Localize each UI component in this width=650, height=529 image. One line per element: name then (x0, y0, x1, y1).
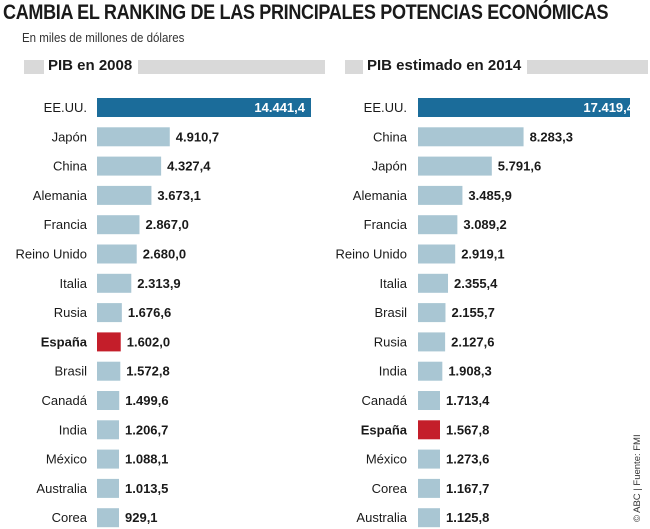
bar-2014-bar (418, 303, 446, 323)
bar-2008-bar (97, 185, 152, 205)
bar-2014-value-label: 1.713,4 (446, 393, 490, 408)
bar-2014-bar (418, 185, 463, 205)
bar-2008-value-label: 1.088,1 (125, 452, 168, 467)
bar-2008-category-label: Corea (52, 510, 88, 525)
bar-2008-bar (97, 361, 121, 381)
bar-2014-category-label: EE.UU. (364, 100, 407, 115)
page-subtitle: En miles de millones de dólares (22, 31, 185, 45)
bar-2008-category-label: Canadá (41, 393, 87, 408)
bar-2014-category-label: Corea (372, 481, 408, 496)
bar-2008-value-label: 2.313,9 (137, 276, 180, 291)
bar-2008-bar (97, 215, 140, 235)
bar-chart-2008: EE.UU. 14.441,4 Japón 4.910,7 China 4.327,4 Al… (15, 98, 311, 528)
bar-2014-bar (418, 449, 440, 469)
bar-2008-category-label: España (41, 334, 88, 349)
bar-2008-category-label: Italia (60, 276, 88, 291)
bar-2014-bar (418, 244, 456, 264)
bar-2014-category-label: Canadá (361, 393, 407, 408)
bar-2014-category-label: Japón (372, 159, 407, 174)
bar-2014-category-label: España (361, 422, 408, 437)
bar-2014-value-label: 1.273,6 (446, 452, 489, 467)
bar-2008-category-label: Alemania (33, 188, 88, 203)
source-note: © ABC | Fuente: FMI (632, 434, 643, 522)
bar-2008-value-label: 929,1 (125, 510, 158, 525)
bar-2014-value-label: 2.155,7 (451, 305, 494, 320)
bar-chart-2014: EE.UU. 17.419,4 China 8.283,3 Japón 5.791,6 Al… (335, 98, 630, 528)
bar-2008-bar (97, 127, 170, 147)
bar-2014-value-label: 2.127,6 (451, 334, 494, 349)
bar-2014-value-label: 1.167,7 (446, 481, 489, 496)
bar-2008-value-label: 1.572,8 (126, 364, 169, 379)
bar-2014-value-label: 2.355,4 (454, 276, 498, 291)
bar-2008-bar (97, 98, 311, 117)
panel-header-2008: PIB en 2008 (24, 57, 325, 75)
bar-2008-value-label: 2.867,0 (145, 217, 188, 232)
bar-2014-value-label: 8.283,3 (530, 129, 573, 144)
bar-2008-category-label: México (46, 452, 87, 467)
bar-2008-value-label: 1.602,0 (127, 334, 170, 349)
bar-2008-bar (97, 156, 162, 176)
bar-2014-category-label: Brasil (374, 305, 407, 320)
bar-2014-bar (418, 332, 446, 352)
bar-2008-bar (97, 332, 121, 352)
bar-2014-value-label: 5.791,6 (498, 159, 541, 174)
bar-2008-bar (97, 449, 119, 469)
bar-2008-value-label: 14.441,4 (254, 100, 305, 115)
bar-2014-bar (418, 508, 440, 528)
bar-2014-value-label: 1.125,8 (446, 510, 489, 525)
bar-2008-bar (97, 303, 122, 323)
bar-2008-category-label: EE.UU. (44, 100, 87, 115)
bar-2014-bar (418, 98, 630, 117)
panel-header-2014: PIB estimado en 2014 (345, 57, 648, 75)
bar-2014-bar (418, 127, 524, 147)
bar-2014-bar (418, 391, 440, 410)
bar-2008-category-label: China (53, 159, 88, 174)
bar-2008-bar (97, 273, 132, 293)
bar-2008-value-label: 2.680,0 (143, 247, 186, 262)
bar-2014-bar (418, 273, 449, 293)
bar-2008-value-label: 4.910,7 (176, 129, 219, 144)
bar-2014-bar (418, 420, 440, 440)
bar-2014-category-label: México (366, 452, 407, 467)
bar-2008-category-label: Japón (52, 129, 87, 144)
bar-2014-value-label: 17.419,4 (583, 100, 630, 115)
bar-2008-value-label: 4.327,4 (167, 159, 211, 174)
bar-2014-value-label: 3.485,9 (468, 188, 511, 203)
bar-2008-category-label: Francia (44, 217, 88, 232)
bar-2008-value-label: 1.206,7 (125, 422, 168, 437)
bar-2008-category-label: Reino Unido (15, 247, 87, 262)
bar-2014-category-label: Francia (364, 217, 408, 232)
bar-2014-value-label: 1.567,8 (446, 422, 489, 437)
bar-2008-value-label: 1.013,5 (125, 481, 168, 496)
panel-title-2014: PIB estimado en 2014 (363, 57, 528, 75)
bar-2008-value-label: 3.673,1 (157, 188, 200, 203)
bar-2014-category-label: Australia (356, 510, 407, 525)
bar-2014-bar (418, 361, 443, 381)
bar-2014-category-label: India (379, 364, 408, 379)
bar-2008-bar (97, 244, 137, 264)
bar-2014-value-label: 2.919,1 (461, 247, 504, 262)
bar-2014-bar (418, 156, 492, 176)
bar-2008-bar (97, 478, 119, 498)
bar-2014-bar (418, 215, 458, 235)
page-title: CAMBIA EL RANKING DE LAS PRINCIPALES POT… (3, 1, 609, 24)
bar-2008-bar (97, 508, 119, 528)
bar-2014-category-label: Alemania (353, 188, 408, 203)
bar-2014-value-label: 1.908,3 (448, 364, 491, 379)
bar-2014-value-label: 3.089,2 (463, 217, 506, 232)
bar-2014-category-label: Rusia (374, 334, 408, 349)
panel-title-2008: PIB en 2008 (44, 57, 139, 75)
bar-2014-category-label: Italia (380, 276, 408, 291)
bar-2014-bar (418, 478, 440, 498)
bar-2008-category-label: India (59, 422, 88, 437)
bar-2008-value-label: 1.676,6 (128, 305, 171, 320)
bar-2014-category-label: China (373, 129, 408, 144)
bar-2008-category-label: Brasil (54, 364, 87, 379)
bar-2008-value-label: 1.499,6 (125, 393, 168, 408)
bar-2014-category-label: Reino Unido (335, 247, 407, 262)
bar-2008-bar (97, 420, 119, 440)
bar-2008-bar (97, 391, 120, 410)
bar-2008-category-label: Rusia (54, 305, 88, 320)
bar-2008-category-label: Australia (36, 481, 87, 496)
